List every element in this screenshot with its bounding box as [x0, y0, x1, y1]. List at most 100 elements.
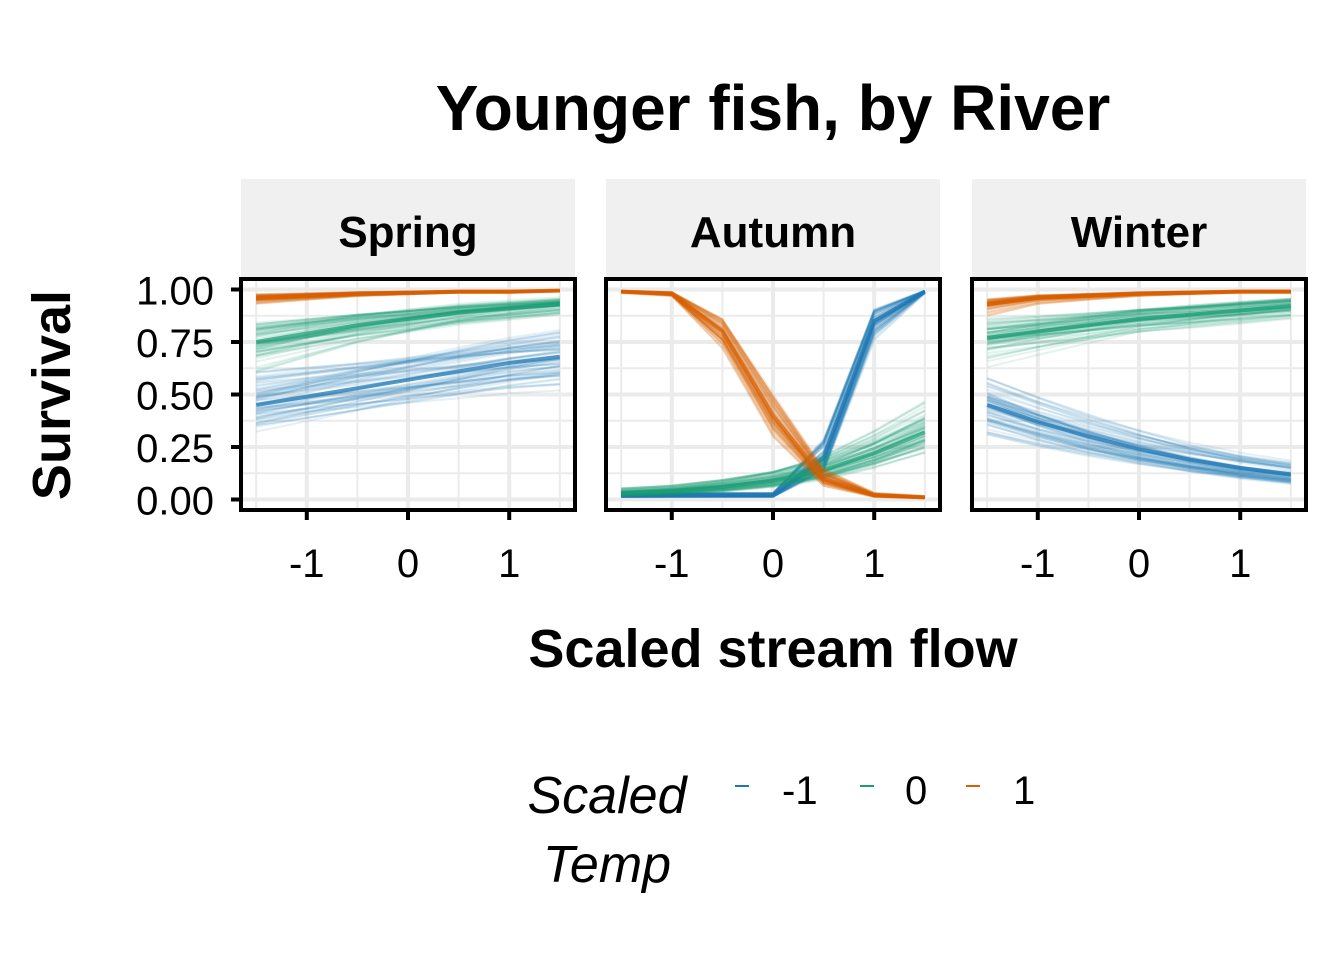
series-draw-line — [255, 332, 560, 397]
series-draw-line — [256, 310, 560, 353]
series-draw-line — [987, 303, 1291, 320]
series-line — [621, 289, 926, 498]
series-draw-line — [255, 304, 560, 358]
series-draw-line — [256, 300, 560, 326]
series-draw-line — [256, 296, 560, 335]
series-draw-line — [986, 383, 1291, 472]
series-draw-line — [621, 427, 926, 492]
series-draw-line — [256, 300, 560, 326]
series-draw-line — [987, 312, 1291, 341]
strip-label-winter: Winter — [1071, 208, 1208, 257]
series-draw-line — [986, 412, 1291, 485]
series-draw-line — [986, 410, 1291, 482]
series-draw-line — [256, 365, 560, 413]
series-draw-line — [256, 311, 560, 353]
series-winter-temp-1 — [986, 289, 1291, 317]
series-draw-line — [256, 375, 560, 410]
series-draw-line — [256, 307, 560, 345]
series-draw-line — [987, 300, 1291, 322]
series-draw-line — [256, 300, 560, 328]
series-draw-line — [255, 307, 560, 369]
series-draw-line — [987, 299, 1291, 331]
series-draw-line — [987, 300, 1291, 324]
series-draw-line — [256, 300, 560, 326]
series-draw-line — [987, 303, 1291, 330]
strip-label-autumn: Autumn — [690, 208, 856, 257]
series-draw-line — [986, 306, 1291, 359]
series-draw-line — [986, 409, 1291, 482]
series-draw-line — [621, 441, 926, 497]
series-draw-line — [621, 440, 926, 497]
series-draw-line — [255, 304, 560, 357]
x-tick-label: 1 — [498, 542, 520, 586]
series-draw-line — [986, 395, 1291, 467]
series-draw-line — [986, 421, 1291, 481]
series-draw-line — [255, 334, 560, 395]
series-draw-line — [987, 298, 1291, 334]
series-draw-line — [987, 317, 1291, 349]
series-draw-line — [621, 410, 926, 492]
series-draw-line — [255, 339, 560, 399]
series-draw-line — [621, 419, 926, 493]
series-draw-line — [256, 313, 560, 351]
series-draw-line — [256, 297, 560, 337]
series-draw-line — [621, 402, 926, 493]
series-draw-line — [256, 377, 560, 426]
series-line — [986, 403, 1292, 477]
x-axis-title: Scaled stream flow — [528, 619, 1018, 679]
series-line — [256, 288, 560, 300]
series-draw-line — [986, 377, 1291, 467]
series-draw-line — [256, 298, 560, 331]
series-draw-line — [255, 335, 560, 407]
series-draw-line — [256, 346, 560, 400]
series-draw-line — [621, 438, 926, 497]
series-draw-line — [256, 298, 560, 332]
series-draw-line — [621, 414, 926, 491]
series-draw-line — [256, 302, 560, 324]
series-draw-line — [256, 368, 560, 413]
x-tick-label: 0 — [397, 542, 419, 586]
series-draw-line — [621, 427, 926, 491]
series-draw-line — [256, 351, 560, 399]
x-tick-label: 0 — [1128, 542, 1150, 586]
series-draw-line — [256, 298, 560, 342]
series-draw-line — [256, 374, 560, 408]
series-draw-line — [987, 313, 1291, 350]
series-draw-line — [256, 370, 560, 406]
series-draw-line — [256, 357, 560, 419]
series-draw-line — [256, 299, 560, 338]
series-autumn-temp-0 — [621, 400, 926, 497]
series-draw-line — [621, 445, 926, 496]
series-draw-line — [256, 351, 560, 402]
series-draw-line — [987, 298, 1291, 335]
series-draw-line — [621, 451, 926, 497]
series-draw-line — [256, 354, 560, 389]
series-draw-line — [255, 358, 560, 424]
series-draw-line — [256, 360, 560, 420]
series-draw-line — [256, 365, 560, 412]
series-draw-line — [986, 431, 1291, 477]
series-draw-line — [987, 297, 1291, 334]
series-draw-line — [986, 381, 1291, 469]
series-draw-line — [986, 385, 1291, 468]
series-draw-line — [987, 308, 1291, 345]
series-draw-line — [256, 345, 560, 380]
series-draw-line — [987, 310, 1291, 357]
series-draw-line — [986, 420, 1291, 481]
series-draw-line — [621, 425, 926, 493]
series-draw-line — [987, 298, 1291, 338]
facet-spring: Spring -1 0 1 0.00 0.25 0.50 0.75 1.00 — [136, 179, 577, 586]
series-draw-line — [621, 422, 926, 491]
series-draw-line — [256, 357, 560, 420]
series-draw-line — [986, 396, 1291, 483]
series-draw-line — [256, 363, 560, 391]
series-draw-line — [986, 398, 1291, 480]
series-draw-line — [987, 302, 1291, 321]
series-draw-line — [986, 433, 1291, 479]
series-draw-line — [256, 372, 560, 421]
series-spring-temp-1 — [256, 288, 560, 305]
series-winter-temp-0 — [986, 297, 1291, 369]
series-draw-line — [987, 303, 1291, 330]
series-draw-line — [256, 298, 560, 334]
